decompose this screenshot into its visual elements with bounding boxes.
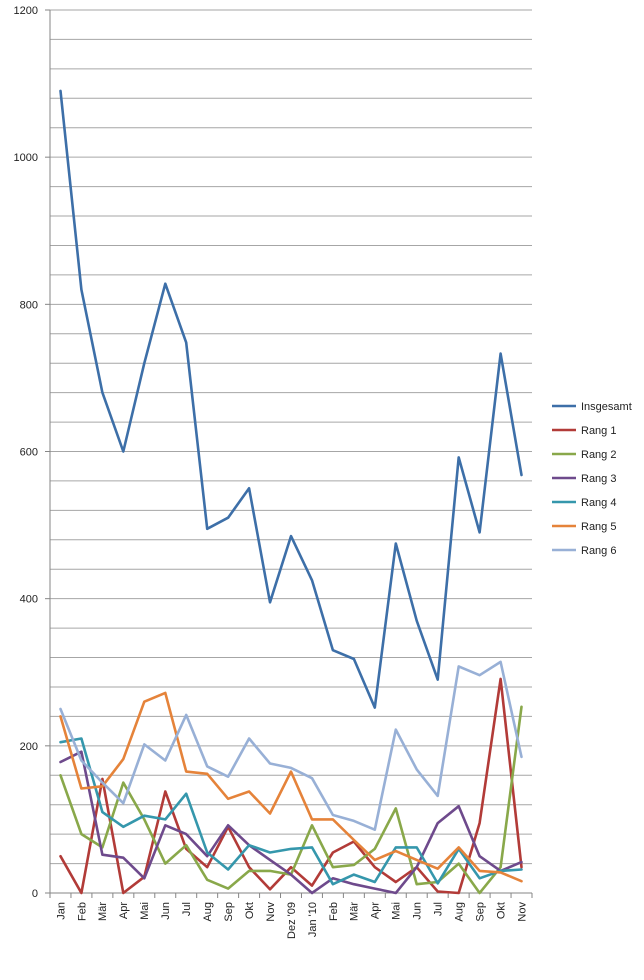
- gridlines: [50, 9, 532, 865]
- x-tick-label: Feb: [328, 902, 340, 921]
- legend-label: Rang 4: [581, 497, 616, 509]
- x-tick-label: Sep: [474, 902, 486, 922]
- y-tick-label: 600: [20, 447, 38, 459]
- legend-label: Rang 2: [581, 449, 616, 461]
- x-tick-label: Feb: [76, 902, 88, 921]
- x-tick-label: Okt: [244, 902, 256, 919]
- legend-label: Rang 6: [581, 545, 616, 557]
- x-tick-label: Aug: [454, 902, 466, 922]
- x-tick-label: Sep: [223, 902, 235, 922]
- legend-label: Rang 3: [581, 473, 616, 485]
- series-line-insgesamt: [59, 89, 523, 709]
- y-tick-label: 800: [20, 299, 38, 311]
- series-lines: [59, 89, 523, 895]
- x-tick-label: Jul: [433, 902, 445, 916]
- x-tick-label: Jul: [181, 902, 193, 916]
- x-tick-label: Mai: [139, 902, 151, 920]
- x-tick-label: Nov: [265, 902, 277, 922]
- y-tick-label: 1200: [14, 5, 38, 17]
- legend-label: Insgesamt: [581, 401, 632, 413]
- x-tick-labels: Jan Feb Mär Apr Mai Jun Jul Aug Sep Okt Nov Dez '09…: [55, 902, 528, 939]
- x-tick-label: Nov: [516, 902, 528, 922]
- series-line-rang-1: [59, 677, 523, 895]
- axes: [45, 9, 533, 898]
- y-tick-label: 1000: [14, 152, 38, 164]
- x-tick-label: Mai: [391, 902, 403, 920]
- x-tick-label: Apr: [118, 902, 130, 919]
- x-tick-label: Aug: [202, 902, 214, 922]
- x-tick-label: Dez '09: [286, 902, 298, 939]
- y-tick-label: 0: [32, 888, 38, 900]
- series-line-rang-6: [59, 660, 523, 832]
- series-line-rang-5: [59, 691, 523, 883]
- x-tick-label: Apr: [370, 902, 382, 919]
- y-tick-label: 400: [20, 594, 38, 606]
- x-tick-label: Jun: [412, 902, 424, 920]
- x-tick-label: Jan: [55, 902, 67, 920]
- x-tick-label: Jan '10: [307, 902, 319, 937]
- x-tick-label: Mär: [349, 902, 361, 921]
- legend: Insgesamt Rang 1 Rang 2 Rang 3 Rang 4 Rang 5 R…: [552, 401, 632, 557]
- x-tick-label: Mär: [97, 902, 109, 921]
- x-tick-label: Jun: [160, 902, 172, 920]
- x-tick-label: Okt: [495, 902, 507, 919]
- y-tick-label: 200: [20, 741, 38, 753]
- series-line-rang-3: [59, 750, 523, 895]
- y-tick-labels: 0 200 400 600 800 1000 1200: [14, 5, 38, 900]
- series-line-rang-4: [59, 737, 523, 886]
- legend-label: Rang 1: [581, 425, 616, 437]
- legend-label: Rang 5: [581, 521, 616, 533]
